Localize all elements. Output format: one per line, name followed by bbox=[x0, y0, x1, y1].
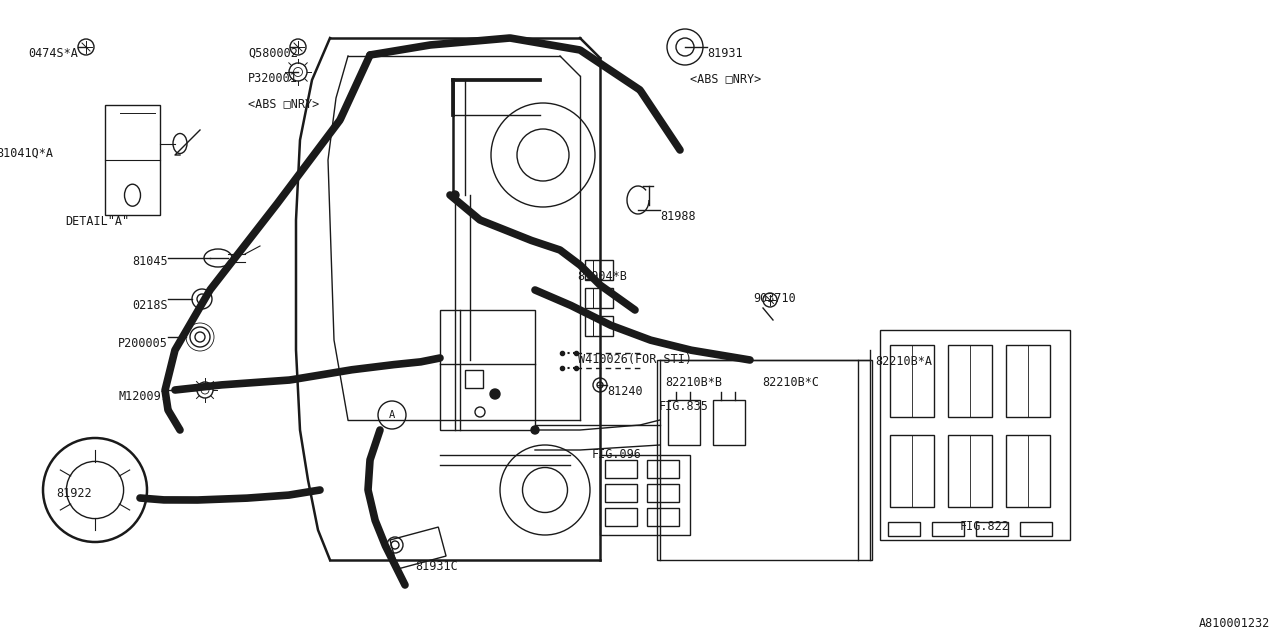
Bar bbox=[585, 260, 613, 280]
Bar bbox=[948, 435, 992, 507]
Bar bbox=[646, 460, 678, 478]
Text: 0474S*A: 0474S*A bbox=[28, 47, 78, 60]
Text: A810001232: A810001232 bbox=[1199, 617, 1270, 630]
Bar bbox=[646, 484, 678, 502]
Text: 82210B*C: 82210B*C bbox=[762, 376, 819, 389]
Text: <ABS □NRY>: <ABS □NRY> bbox=[248, 97, 319, 110]
Bar bbox=[605, 508, 637, 526]
Bar bbox=[105, 105, 160, 215]
Text: 0218S: 0218S bbox=[132, 299, 168, 312]
Text: 81041Q*A: 81041Q*A bbox=[0, 147, 52, 160]
Bar bbox=[890, 345, 934, 417]
Text: M120097: M120097 bbox=[118, 390, 168, 403]
Bar bbox=[465, 370, 483, 388]
Text: Q580002: Q580002 bbox=[248, 47, 298, 60]
Text: FIG.096: FIG.096 bbox=[591, 448, 641, 461]
Bar bbox=[888, 522, 920, 536]
Bar bbox=[713, 400, 745, 445]
Text: 81045: 81045 bbox=[132, 255, 168, 268]
Bar bbox=[1020, 522, 1052, 536]
Bar bbox=[932, 522, 964, 536]
Bar bbox=[585, 316, 613, 336]
Text: 82210B*B: 82210B*B bbox=[666, 376, 722, 389]
Text: 81931: 81931 bbox=[707, 47, 742, 60]
Bar bbox=[1006, 435, 1050, 507]
Bar bbox=[605, 460, 637, 478]
Text: 81922: 81922 bbox=[56, 487, 92, 500]
Text: FIG.822: FIG.822 bbox=[960, 520, 1010, 533]
Text: 81240: 81240 bbox=[607, 385, 643, 398]
Bar bbox=[605, 484, 637, 502]
Bar bbox=[600, 455, 690, 535]
Bar bbox=[881, 330, 1070, 540]
Bar bbox=[390, 527, 445, 569]
Text: FIG.835: FIG.835 bbox=[659, 400, 709, 413]
Text: 81988: 81988 bbox=[660, 210, 695, 223]
Text: W410026(FOR STI): W410026(FOR STI) bbox=[579, 353, 692, 366]
Circle shape bbox=[531, 426, 539, 434]
Text: P320001: P320001 bbox=[248, 72, 298, 85]
Bar bbox=[440, 310, 535, 430]
Text: 81904*B: 81904*B bbox=[577, 270, 627, 283]
Bar bbox=[657, 360, 872, 560]
Bar bbox=[890, 435, 934, 507]
Circle shape bbox=[490, 389, 500, 399]
Text: 81931C: 81931C bbox=[415, 560, 458, 573]
Text: 903710: 903710 bbox=[753, 292, 796, 305]
Bar bbox=[1006, 345, 1050, 417]
Bar bbox=[646, 508, 678, 526]
Text: <ABS □NRY>: <ABS □NRY> bbox=[690, 72, 762, 85]
Text: P200005: P200005 bbox=[118, 337, 168, 350]
Text: DETAIL"A": DETAIL"A" bbox=[65, 215, 129, 228]
Bar bbox=[948, 345, 992, 417]
Bar bbox=[977, 522, 1009, 536]
Circle shape bbox=[451, 191, 460, 199]
Bar bbox=[668, 400, 700, 445]
Text: A: A bbox=[389, 410, 396, 420]
Bar bbox=[585, 288, 613, 308]
Text: 82210B*A: 82210B*A bbox=[876, 355, 932, 368]
